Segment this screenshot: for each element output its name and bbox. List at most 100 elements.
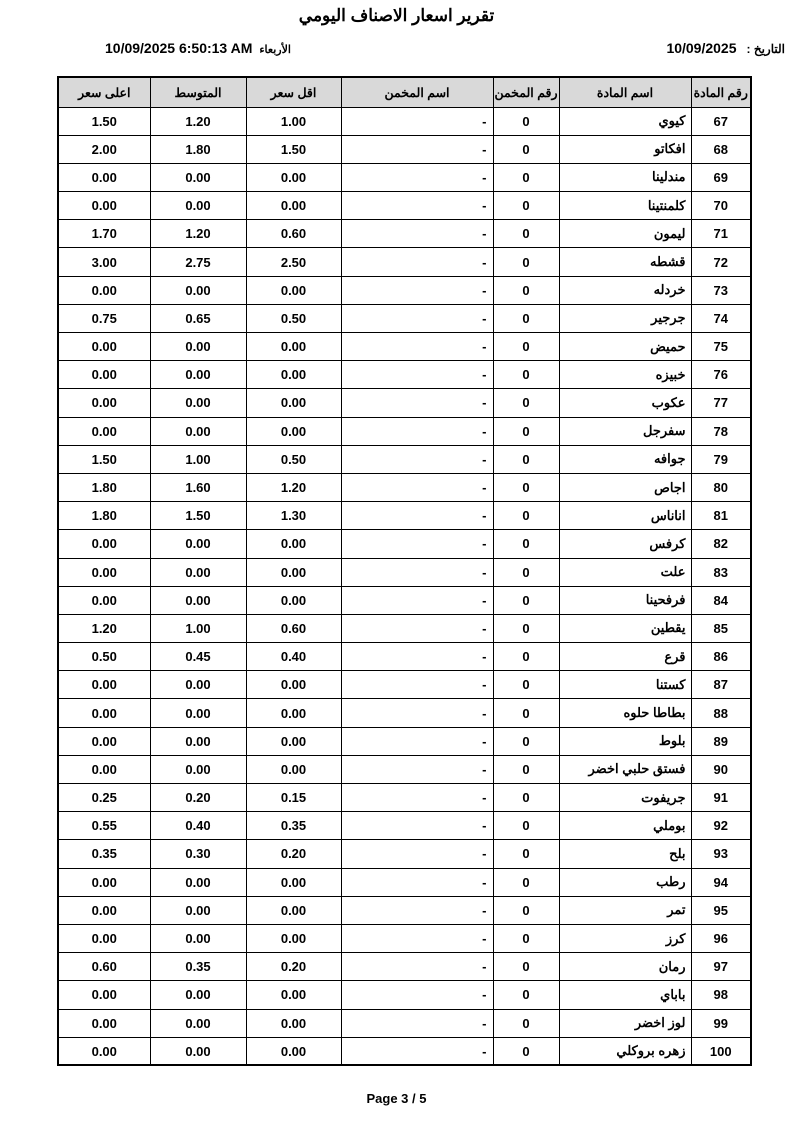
estimator-no-cell: 0 (492, 839, 560, 869)
estimator-name-cell: - (340, 952, 494, 982)
table-row: 70 كلمنتينا 0-0.00 0.00 0.00 (57, 191, 752, 221)
table-row: 89 بلوط 0-0.00 0.00 0.00 (57, 726, 752, 756)
estimator-no-cell: 0 (492, 303, 560, 334)
item-name-cell: بلوط (558, 726, 692, 756)
estimator-name-cell: - (340, 811, 494, 841)
avg-price-cell: 0.00 (149, 191, 247, 221)
item-no-cell: 84 (690, 585, 752, 615)
item-name-cell: لوز اخضر (558, 1008, 692, 1038)
estimator-name-cell: - (340, 303, 494, 334)
estimator-name-cell: - (340, 416, 494, 446)
min-price-cell: 0.00 (245, 162, 342, 193)
estimator-name-cell: - (340, 1008, 494, 1038)
min-price-cell: 0.00 (245, 895, 342, 925)
item-no-cell: 74 (690, 303, 752, 334)
avg-price-cell: 0.00 (149, 529, 247, 559)
estimator-no-cell: 0 (492, 162, 560, 193)
estimator-no-cell: 0 (492, 867, 560, 897)
estimator-name-cell: - (340, 388, 494, 418)
table-row: 96 كرز 0-0.00 0.00 0.00 (57, 923, 752, 954)
estimator-name-cell: - (340, 980, 494, 1010)
avg-price-cell: 0.00 (149, 670, 247, 700)
avg-price-cell: 2.75 (149, 247, 247, 277)
item-no-cell: 92 (690, 811, 752, 841)
max-price-cell: 0.00 (57, 980, 151, 1010)
estimator-no-cell: 0 (492, 895, 560, 925)
estimator-name-cell: - (340, 472, 494, 503)
item-no-cell: 73 (690, 275, 752, 305)
max-price-cell: 0.35 (57, 839, 151, 869)
item-name-cell: كلمنتينا (558, 191, 692, 221)
item-name-cell: كرفس (558, 529, 692, 559)
estimator-name-cell: - (340, 867, 494, 897)
max-price-cell: 0.75 (57, 303, 151, 334)
item-no-cell: 79 (690, 444, 752, 474)
avg-price-cell: 1.00 (149, 444, 247, 474)
min-price-cell: 0.00 (245, 754, 342, 785)
avg-price-cell: 1.20 (149, 106, 247, 136)
min-price-cell: 0.00 (245, 191, 342, 221)
min-price-cell: 0.00 (245, 670, 342, 700)
estimator-no-cell: 0 (492, 613, 560, 644)
item-name-cell: تمر (558, 895, 692, 925)
estimator-name-cell: - (340, 923, 494, 954)
item-no-cell: 88 (690, 698, 752, 728)
header-row: رقم المادة اسم المادة رقم المخمن اسم الم… (57, 76, 752, 108)
max-price-cell: 1.70 (57, 219, 151, 249)
table-body: 67 كيوي 0-1.00 1.20 1.50 68 افكاتو 0-1.50 1.80 2.… (57, 106, 752, 1066)
max-price-cell: 0.00 (57, 754, 151, 785)
table-row: 83 علت 0-0.00 0.00 0.00 (57, 557, 752, 587)
item-name-cell: بطاطا حلوه (558, 698, 692, 728)
avg-price-cell: 1.20 (149, 219, 247, 249)
item-no-cell: 95 (690, 895, 752, 925)
estimator-no-cell: 0 (492, 642, 560, 672)
min-price-cell: 0.20 (245, 952, 342, 982)
item-name-cell: رطب (558, 867, 692, 897)
estimator-name-cell: - (340, 360, 494, 390)
table-row: 67 كيوي 0-1.00 1.20 1.50 (57, 106, 752, 136)
table-row: 87 كستنا 0-0.00 0.00 0.00 (57, 670, 752, 700)
max-price-cell: 1.50 (57, 106, 151, 136)
max-price-cell: 0.00 (57, 895, 151, 925)
item-name-cell: خردله (558, 275, 692, 305)
max-price-cell: 1.50 (57, 444, 151, 474)
estimator-no-cell: 0 (492, 247, 560, 277)
item-no-cell: 77 (690, 388, 752, 418)
item-name-cell: كيوي (558, 106, 692, 136)
item-name-cell: بوملي (558, 811, 692, 841)
estimator-no-cell: 0 (492, 529, 560, 559)
min-price-cell: 0.00 (245, 1008, 342, 1038)
table-row: 92 بوملي 0-0.35 0.40 0.55 (57, 811, 752, 841)
table-row: 86 قرع 0-0.40 0.45 0.50 (57, 642, 752, 672)
estimator-no-cell: 0 (492, 134, 560, 164)
estimator-no-cell: 0 (492, 811, 560, 841)
header-item-no: رقم المادة (690, 76, 752, 108)
item-no-cell: 68 (690, 134, 752, 164)
avg-price-cell: 0.35 (149, 952, 247, 982)
estimator-no-cell: 0 (492, 782, 560, 813)
table-row: 90 فستق حلبي اخضر 0-0.00 0.00 0.00 (57, 754, 752, 785)
table-row: 69 مندلينا 0-0.00 0.00 0.00 (57, 162, 752, 193)
max-price-cell: 0.00 (57, 1008, 151, 1038)
item-no-cell: 89 (690, 726, 752, 756)
report-date: التاريخ : 10/09/2025 (666, 40, 785, 56)
estimator-no-cell: 0 (492, 444, 560, 474)
item-no-cell: 78 (690, 416, 752, 446)
item-name-cell: سفرجل (558, 416, 692, 446)
estimator-name-cell: - (340, 670, 494, 700)
estimator-name-cell: - (340, 754, 494, 785)
estimator-no-cell: 0 (492, 585, 560, 615)
min-price-cell: 0.00 (245, 360, 342, 390)
avg-price-cell: 0.30 (149, 839, 247, 869)
min-price-cell: 0.00 (245, 698, 342, 728)
header-estimator-name: اسم المخمن (340, 76, 494, 108)
item-name-cell: فستق حلبي اخضر (558, 754, 692, 785)
item-no-cell: 67 (690, 106, 752, 136)
avg-price-cell: 0.00 (149, 360, 247, 390)
table-row: 100 زهره بروكلي 0-0.00 0.00 0.00 (57, 1036, 752, 1066)
min-price-cell: 0.00 (245, 331, 342, 362)
min-price-cell: 0.00 (245, 980, 342, 1010)
date-label: التاريخ : (746, 42, 785, 56)
avg-price-cell: 0.40 (149, 811, 247, 841)
estimator-name-cell: - (340, 162, 494, 193)
